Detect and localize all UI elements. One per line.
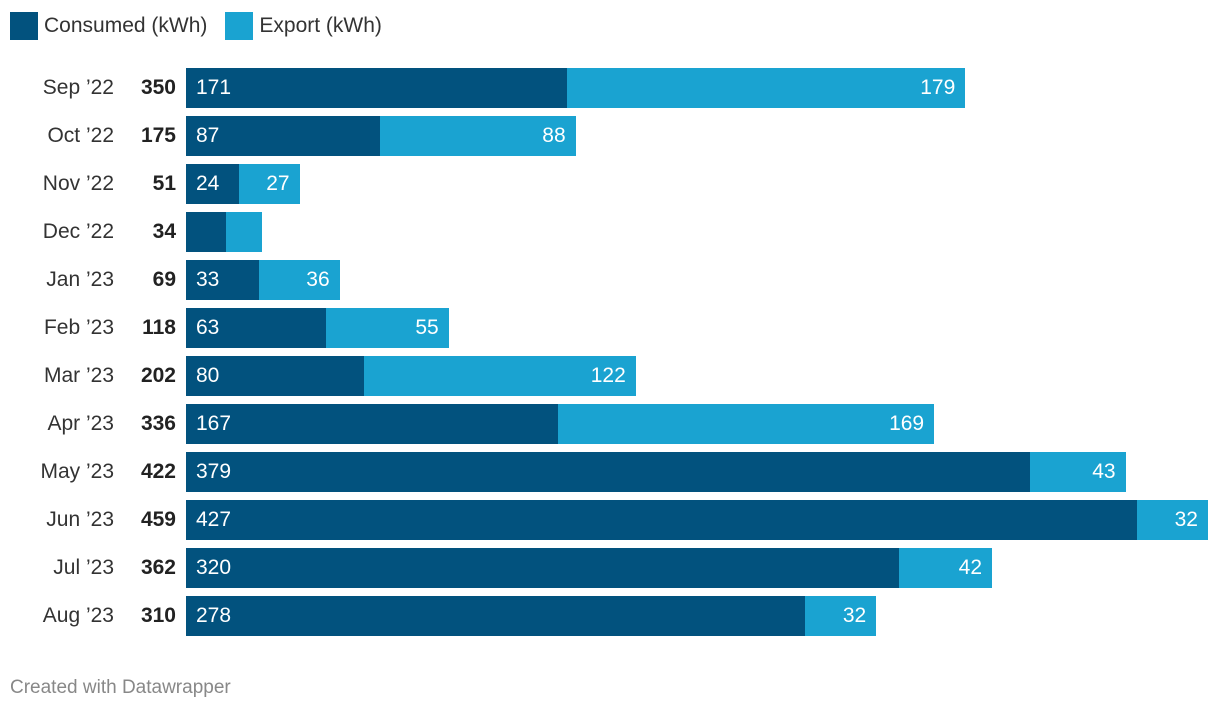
footer-credit: Created with Datawrapper xyxy=(10,677,231,698)
category-label: Jan ’23 xyxy=(46,268,114,291)
bar-consumed: 427 xyxy=(186,500,1137,540)
bar-export: 122 xyxy=(364,356,636,396)
value-label-consumed: 171 xyxy=(196,76,232,99)
bar-row: Feb ’23 118 63 55 xyxy=(0,308,1220,348)
total-label: 51 xyxy=(152,172,176,195)
value-label-consumed: 33 xyxy=(196,268,220,291)
bar-export: 42 xyxy=(898,548,993,588)
legend: Consumed (kWh) Export (kWh) xyxy=(10,12,400,40)
value-label-consumed: 80 xyxy=(196,364,220,387)
value-label-export: 42 xyxy=(958,556,983,579)
total-label: 310 xyxy=(140,604,176,627)
category-label: Apr ’23 xyxy=(47,412,114,435)
value-label-export: 88 xyxy=(542,124,566,147)
value-label-export: 122 xyxy=(590,364,626,387)
bar-export: 88 xyxy=(379,116,576,156)
total-label: 350 xyxy=(140,76,176,99)
legend-label-export: Export (kWh) xyxy=(259,14,382,37)
bar-export: 32 xyxy=(804,596,877,636)
total-label: 118 xyxy=(142,316,176,339)
bar-row: Sep ’22 350 171 179 xyxy=(0,68,1220,108)
category-label: Dec ’22 xyxy=(42,220,114,243)
value-label-consumed: 63 xyxy=(196,316,220,339)
bar-consumed: 33 xyxy=(186,260,260,300)
bar-row: Nov ’22 51 24 27 xyxy=(0,164,1220,204)
bar-export: 36 xyxy=(259,260,340,300)
bar-row: Jan ’23 69 33 36 xyxy=(0,260,1220,300)
value-label-export: 55 xyxy=(415,316,439,339)
category-label: Nov ’22 xyxy=(42,172,114,195)
bar-export: 55 xyxy=(326,308,449,348)
value-label-consumed: 87 xyxy=(196,124,220,147)
total-label: 336 xyxy=(140,412,176,435)
category-label: Jul ’23 xyxy=(53,556,114,579)
bar-consumed: 379 xyxy=(186,452,1030,492)
legend-swatch-export xyxy=(225,12,254,40)
legend-label-consumed: Consumed (kWh) xyxy=(44,14,208,37)
bar-row: May ’23 422 379 43 xyxy=(0,452,1220,492)
total-label: 175 xyxy=(140,124,176,147)
value-label-export: 32 xyxy=(1174,508,1198,531)
bar-consumed xyxy=(186,212,227,252)
total-label: 362 xyxy=(140,556,176,579)
value-label-consumed: 167 xyxy=(196,412,232,435)
bar-consumed: 171 xyxy=(186,68,567,108)
bar-consumed: 87 xyxy=(186,116,380,156)
bar-row: Oct ’22 175 87 88 xyxy=(0,116,1220,156)
bar-export: 27 xyxy=(239,164,300,204)
value-label-export: 43 xyxy=(1092,460,1116,483)
bar-export: 43 xyxy=(1029,452,1126,492)
total-label: 202 xyxy=(140,364,176,387)
category-label: Oct ’22 xyxy=(47,124,114,147)
total-label: 69 xyxy=(152,268,176,291)
value-label-consumed: 278 xyxy=(196,604,232,627)
value-label-consumed: 427 xyxy=(196,508,232,531)
category-label: Sep ’22 xyxy=(42,76,114,99)
bar-consumed: 167 xyxy=(186,404,558,444)
category-label: Jun ’23 xyxy=(46,508,114,531)
category-label: Mar ’23 xyxy=(43,364,114,387)
bar-export xyxy=(226,212,262,252)
bar-consumed: 24 xyxy=(186,164,240,204)
bar-row: Jun ’23 459 427 32 xyxy=(0,500,1220,540)
category-label: May ’23 xyxy=(40,460,114,483)
category-label: Aug ’23 xyxy=(42,604,114,627)
value-label-export: 32 xyxy=(842,604,867,627)
bar-export: 32 xyxy=(1136,500,1208,540)
value-label-export: 179 xyxy=(920,76,956,99)
total-label: 34 xyxy=(152,220,176,243)
total-label: 422 xyxy=(140,460,176,483)
bar-row: Aug ’23 310 278 32 xyxy=(0,596,1220,636)
bar-export: 179 xyxy=(566,68,966,108)
value-label-export: 27 xyxy=(266,172,290,195)
value-label-export: 169 xyxy=(889,412,925,435)
legend-item-consumed: Consumed (kWh) xyxy=(10,12,207,40)
bar-consumed: 63 xyxy=(186,308,327,348)
bar-row: Apr ’23 336 167 169 xyxy=(0,404,1220,444)
category-label: Feb ’23 xyxy=(43,316,114,339)
bar-consumed: 80 xyxy=(186,356,365,396)
value-label-consumed: 320 xyxy=(196,556,232,579)
bar-consumed: 278 xyxy=(186,596,805,636)
total-label: 459 xyxy=(140,508,176,531)
bar-row: Mar ’23 202 80 122 xyxy=(0,356,1220,396)
value-label-consumed: 24 xyxy=(196,172,220,195)
value-label-consumed: 379 xyxy=(196,460,232,483)
legend-item-export: Export (kWh) xyxy=(225,12,382,40)
bar-export: 169 xyxy=(557,404,935,444)
value-label-export: 36 xyxy=(306,268,330,291)
bar-consumed: 320 xyxy=(186,548,899,588)
bar-row: Dec ’22 34 xyxy=(0,212,1220,252)
legend-swatch-consumed xyxy=(10,12,38,40)
bar-row: Jul ’23 362 320 42 xyxy=(0,548,1220,588)
